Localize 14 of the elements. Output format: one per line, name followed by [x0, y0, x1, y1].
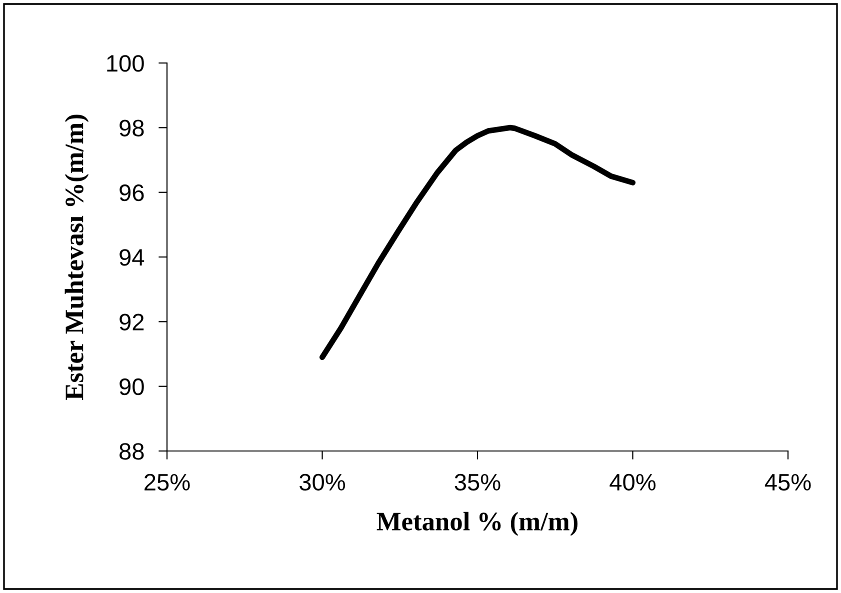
- y-tick-label: 98: [120, 120, 144, 136]
- x-tick-label: 35%: [454, 474, 500, 491]
- y-tick-label: 96: [120, 184, 144, 202]
- y-tick-label: 94: [120, 249, 144, 266]
- y-tick-label: 92: [120, 314, 144, 330]
- x-tick-label: 30%: [300, 474, 346, 491]
- y-tick-label: 88: [120, 443, 144, 460]
- y-axis-title: Ester Muhtevası %(m/m): [64, 114, 89, 400]
- y-tick-label: 100: [107, 55, 144, 72]
- x-tick-label: 45%: [764, 474, 811, 491]
- x-tick-label: 25%: [144, 474, 190, 491]
- x-axis-title: Metanol % (m/m): [376, 512, 578, 536]
- y-tick-label: 90: [120, 378, 144, 396]
- x-tick-label: 40%: [610, 474, 656, 491]
